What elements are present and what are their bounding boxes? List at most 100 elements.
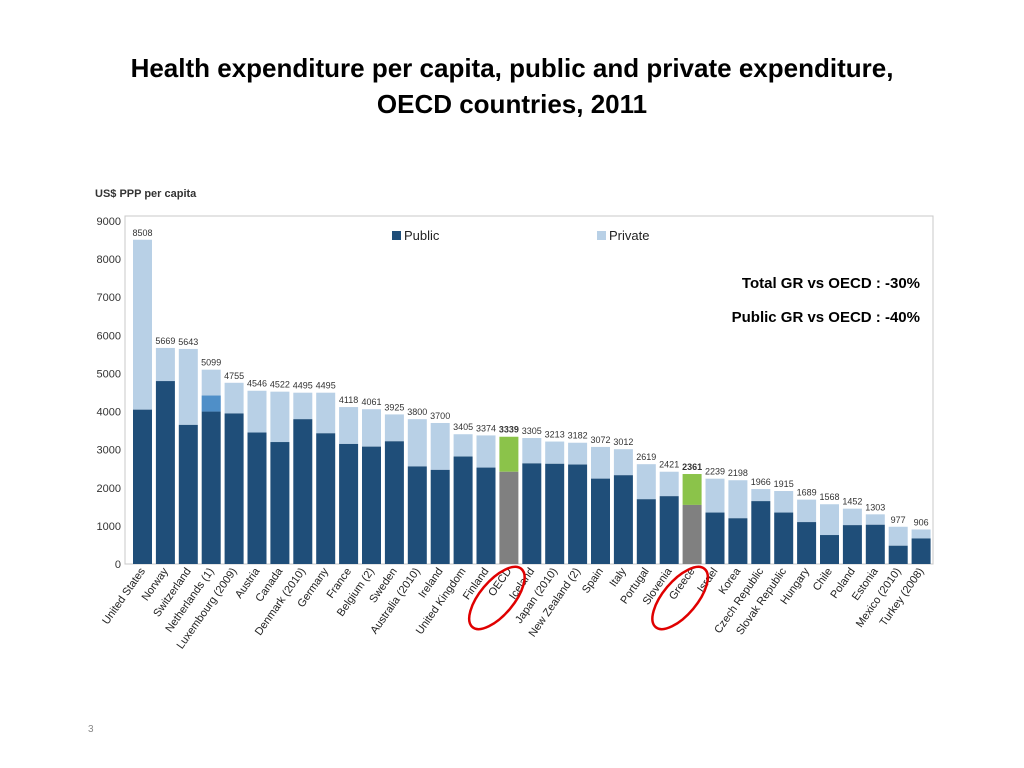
bar-total-label: 4118 [339, 395, 358, 405]
y-tick-label: 8000 [97, 254, 121, 266]
bar-public [682, 504, 702, 564]
bar-total-label: 906 [914, 517, 929, 527]
bar-total-label: 2198 [728, 468, 748, 478]
bar-total-label: 4495 [293, 381, 313, 391]
bar-public [247, 432, 267, 564]
bar-private [316, 392, 336, 434]
legend-label-public: Public [404, 228, 440, 243]
bar-total-label: 3374 [476, 423, 496, 433]
y-tick-label: 0 [115, 559, 121, 571]
bar-private [155, 347, 175, 382]
bar-private [888, 526, 908, 546]
annotation-box: Total GR vs OECD : -30% Public GR vs OEC… [732, 275, 920, 326]
bar-public [522, 463, 542, 564]
bar-private [293, 392, 313, 420]
bar-total-label: 3405 [453, 422, 473, 432]
bar-public [316, 433, 336, 564]
bar-public [499, 471, 519, 564]
bar-public [133, 409, 152, 564]
bar-public [201, 411, 221, 564]
bar-private [682, 474, 702, 505]
bar-private [178, 348, 198, 425]
y-tick-label: 4000 [97, 407, 121, 419]
bar-total-label: 5643 [178, 337, 198, 347]
bar-private [728, 480, 748, 519]
y-tick-label: 2000 [97, 483, 121, 495]
bar-public [155, 381, 175, 564]
bar-public [453, 456, 473, 564]
slide-title-line2: OECD countries, 2011 [376, 89, 648, 119]
bar-private [362, 409, 381, 447]
bar-public [613, 475, 633, 564]
slide-title-line1: Health expenditure per capita, public an… [130, 53, 894, 83]
bar-private [774, 491, 794, 513]
bar-private [865, 514, 885, 525]
legend: Public Private [392, 228, 649, 243]
bar-private [453, 434, 473, 457]
x-tick-label: Italy [607, 565, 629, 589]
bar-total-label: 4755 [224, 371, 244, 381]
y-tick-label: 5000 [97, 368, 121, 380]
bar-private [751, 489, 771, 502]
bar-private [545, 441, 565, 464]
bar-public [224, 413, 244, 564]
bar-total-label: 4522 [270, 380, 290, 390]
bar-private [476, 435, 496, 468]
bar-total-label: 4546 [247, 379, 267, 389]
y-tick-label: 3000 [97, 445, 121, 457]
bar-private [407, 419, 427, 467]
bar-public [820, 535, 839, 564]
bar-public [293, 419, 313, 564]
bar-total-label: 4061 [361, 397, 381, 407]
bar-private [797, 499, 817, 523]
bar-public [384, 441, 404, 564]
bar-public [797, 522, 817, 564]
bar-public [728, 518, 748, 564]
bar-public [705, 512, 725, 564]
bar-private [705, 478, 725, 513]
bar-total-label: 3072 [590, 435, 610, 445]
bar-public [888, 545, 908, 564]
bar-private [911, 529, 931, 539]
bar-public [774, 512, 794, 564]
bar-total-label: 4495 [316, 381, 336, 391]
x-tick-label: Spain [580, 566, 606, 596]
bar-total-label: 5669 [155, 336, 175, 346]
y-axis-ticks: 0 1000 2000 3000 4000 5000 6000 7000 8000 9000 [97, 216, 121, 571]
bar-private [522, 438, 542, 464]
bar-private [499, 436, 519, 472]
annotation-public: Public GR vs OECD : -40% [732, 309, 920, 326]
bar-private [430, 422, 450, 470]
bar-public [751, 501, 771, 564]
bar-total-label: 977 [891, 515, 906, 525]
highlight-circle [651, 565, 710, 631]
y-tick-label: 6000 [97, 330, 121, 342]
annotation-total: Total GR vs OECD : -30% [742, 275, 920, 292]
bar-total-label: 1303 [865, 502, 885, 512]
bar-total-label: 1689 [797, 488, 817, 498]
bar-total-label: 3700 [430, 411, 450, 421]
bar-total-label: 2619 [636, 452, 656, 462]
bar-public [865, 524, 885, 564]
bar-private [659, 471, 679, 497]
bar-public [178, 424, 198, 564]
legend-label-private: Private [609, 228, 649, 243]
bar-total-label: 3182 [568, 431, 588, 441]
bar-private [820, 504, 839, 536]
bar-total-label: 3305 [522, 426, 542, 436]
legend-swatch-private [597, 231, 606, 240]
bar-private [224, 382, 244, 414]
bar-total-label: 3339 [499, 425, 519, 435]
bar-private [613, 449, 633, 476]
bar-total-label: 3925 [384, 402, 404, 412]
bar-private [384, 414, 404, 442]
bar-total-label: 8508 [132, 228, 152, 238]
bar-public [430, 469, 450, 564]
bar-total-label: 2361 [682, 462, 702, 472]
bar-private [636, 464, 656, 500]
bar-private [339, 407, 359, 444]
bar-public [591, 478, 610, 564]
bar-total-label: 1452 [842, 497, 862, 507]
